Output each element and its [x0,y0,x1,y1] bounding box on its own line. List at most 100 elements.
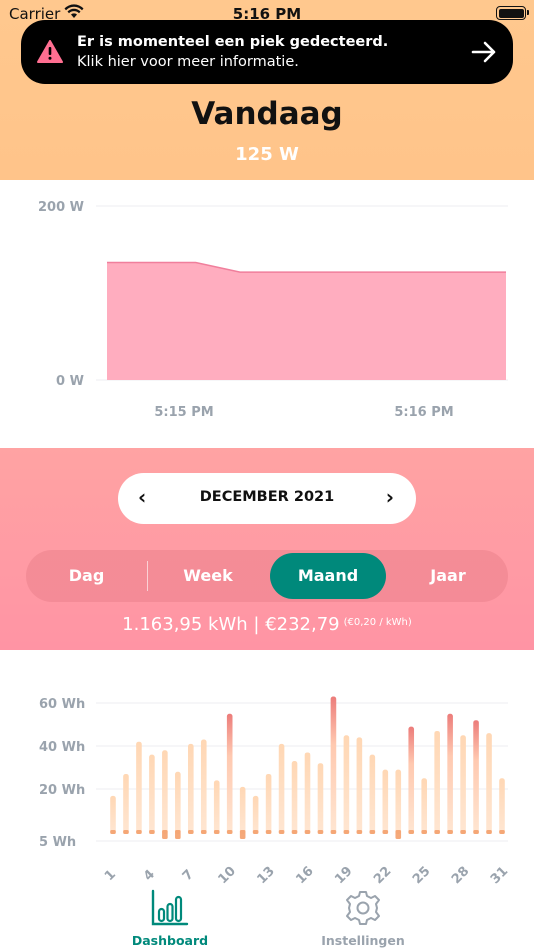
day-bar [162,750,168,834]
segment-divider [147,561,148,591]
day-base-marker [291,830,298,834]
x-tick-label: 13 [254,864,277,885]
gear-icon [346,891,380,925]
day-bar [252,795,259,834]
prev-month-button[interactable]: ‹ [138,485,147,509]
wifi-icon [64,4,84,18]
day-bar [382,769,389,834]
day-base-marker [369,830,376,834]
status-time: 5:16 PM [232,5,302,23]
y-tick-label: 60 Wh [39,697,85,712]
tab-maand[interactable]: Maand [270,553,386,599]
x-tick-label: 31 [488,864,511,885]
tab-bar: Dashboard Instellingen [0,885,534,950]
day-base-marker [499,830,505,834]
day-bar [408,726,415,834]
day-base-marker [317,830,324,834]
day-base-marker [200,830,207,834]
x-tick-label: 25 [410,864,433,885]
y-tick-label: 20 Wh [39,783,85,798]
live-line [107,261,506,273]
day-bar [200,739,207,834]
day-bar [188,743,194,834]
day-bar [304,752,311,834]
warning-icon [37,40,63,63]
live-chart-svg: 200 W 0 W 5:15 PM 5:16 PM [38,200,508,420]
top-header: Carrier 5:16 PM Er is momenteel een piek… [0,0,534,180]
day-base-marker [356,830,363,834]
day-base-marker [330,830,337,834]
x-tick-label: 28 [449,864,472,885]
day-bar [330,696,337,834]
day-base-marker [447,830,453,834]
day-bar [395,769,402,834]
next-month-button[interactable]: › [385,485,394,509]
bar-chart-svg: 60 Wh 40 Wh 20 Wh 5 Wh 1 4 7 10 13 16 19 22 25 28 31 [39,696,511,885]
day-bar [291,761,298,834]
peak-alert-banner[interactable]: Er is momenteel een piek gedecteerd. Kli… [21,20,513,84]
daily-usage-chart: 60 Wh 40 Wh 20 Wh 5 Wh 1 4 7 10 13 16 19 22 25 28 31 [0,650,534,885]
day-base-marker [136,830,142,834]
day-base-marker [226,830,233,834]
day-bar [110,795,116,834]
tab-settings-label: Instellingen [321,933,405,948]
tab-dag[interactable]: Dag [68,566,105,585]
status-bar: Carrier 5:16 PM [0,0,534,28]
day-base-marker [123,830,129,834]
x-tick-label: 4 [141,867,158,884]
x-tick-label: 10 [216,864,239,885]
alert-title: Er is momenteel een piek gedecteerd. [77,34,389,50]
day-base-marker [162,830,168,839]
day-base-marker [343,830,350,834]
x-tick-label: 7 [180,867,197,884]
day-bar [213,780,220,834]
day-bar [460,735,466,834]
arrow-right-icon[interactable] [471,39,497,65]
day-base-marker [265,830,272,834]
day-base-marker [486,830,492,834]
day-bar [343,735,350,834]
day-bar [278,743,285,834]
tab-week[interactable]: Week [183,566,233,585]
x-tick-label: 5:16 PM [394,405,453,420]
battery-icon [496,6,529,20]
day-base-marker [460,830,466,834]
y-tick-label: 200 W [38,200,84,215]
period-section: ‹ DECEMBER 2021 › Dag Week Maand Jaar 1.… [0,448,534,650]
day-bar [175,771,181,834]
tab-dashboard[interactable]: Dashboard [100,889,240,948]
x-tick-label: 16 [293,864,316,885]
tab-dashboard-label: Dashboard [131,933,209,948]
day-bar [265,773,272,834]
tab-jaar[interactable]: Jaar [430,566,466,585]
day-bar [369,754,376,834]
day-base-marker [395,830,402,839]
day-bar [149,754,155,834]
y-tick-label: 40 Wh [39,740,85,755]
month-selector: ‹ DECEMBER 2021 › [118,473,416,524]
bar-chart-icon [151,889,189,926]
live-area [107,262,506,380]
day-bar [356,737,363,834]
day-bar [317,763,324,834]
day-bar [226,713,233,834]
day-bar [486,733,492,834]
day-base-marker [408,830,415,834]
carrier-label: Carrier [9,5,61,23]
day-base-marker [149,830,155,834]
y-tick-label: 0 W [56,374,84,389]
day-bar [136,741,142,834]
day-base-marker [188,830,194,834]
usage-summary: 1.163,95 kWh | €232,79 (€0,20 / kWh) [0,614,534,635]
day-base-marker [421,830,427,834]
day-base-marker [382,830,389,834]
alert-subtitle: Klik hier voor meer informatie. [77,54,299,70]
day-bar [421,778,427,834]
x-tick-label: 5:15 PM [154,405,213,420]
usage-rate: (€0,20 / kWh) [343,617,412,628]
day-bar [447,713,453,834]
day-base-marker [110,830,116,834]
day-base-marker [473,830,479,834]
tab-settings[interactable]: Instellingen [293,889,433,948]
day-bar [499,778,505,834]
